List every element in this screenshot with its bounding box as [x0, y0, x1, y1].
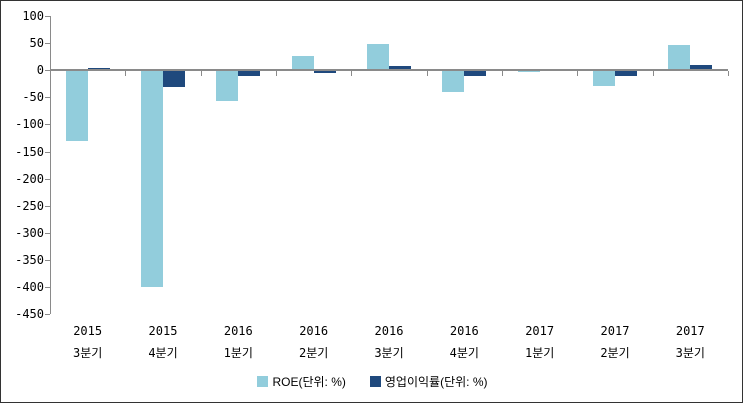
- x-axis-line: [50, 69, 728, 72]
- y-axis-tick-label: -50: [22, 90, 44, 105]
- roe-bar: [291, 56, 314, 71]
- x-axis-category-label: 2017 3분기: [675, 324, 705, 360]
- x-axis-tick: [200, 71, 202, 77]
- operating-margin-bar: [313, 70, 336, 73]
- y-axis-tick-label: -400: [15, 280, 44, 295]
- x-axis-category-label: 2015 4분기: [148, 324, 178, 360]
- x-axis-tick: [652, 71, 654, 77]
- operating-margin-bar: [464, 70, 487, 77]
- operating-margin-bar: [163, 70, 185, 87]
- y-axis-tick-label: 100: [22, 9, 44, 23]
- y-axis-tick-label: -200: [15, 171, 44, 186]
- x-axis-tick: [577, 71, 579, 77]
- roe-bar: [367, 44, 389, 71]
- y-axis-tick-label: -350: [15, 253, 44, 268]
- y-axis-tick: [45, 97, 50, 99]
- x-axis-tick: [276, 71, 277, 77]
- x-axis-category-label: 2016 4분기: [449, 324, 479, 360]
- y-axis-tick: [45, 314, 50, 316]
- legend-swatch-operating-margin: [369, 376, 381, 387]
- y-axis-tick: [45, 178, 50, 180]
- roe-bar: [668, 45, 691, 71]
- legend-swatch-roe: [257, 376, 269, 387]
- y-axis-tick: [45, 16, 50, 17]
- x-axis-category-label: 2017 1분기: [525, 324, 555, 360]
- chart-legend: ROE(단위: %) 영업이익률(단위: %): [1, 373, 742, 390]
- legend-label: 영업이익률(단위: %): [384, 375, 488, 389]
- y-axis-tick: [45, 70, 50, 72]
- x-axis-tick: [125, 71, 127, 77]
- roe-bar: [442, 70, 465, 92]
- y-axis-tick: [45, 232, 50, 234]
- x-axis-category-label: 2016 3분기: [374, 324, 404, 360]
- x-axis-tick: [502, 71, 503, 77]
- roe-bar: [593, 70, 615, 86]
- roe-bar: [216, 70, 239, 102]
- x-axis-category-label: 2015 3분기: [73, 324, 103, 360]
- y-axis-tick: [45, 205, 50, 207]
- y-axis-tick: [45, 287, 50, 289]
- y-axis-tick-label: 50: [29, 36, 44, 51]
- x-axis-tick: [728, 71, 729, 77]
- y-axis-tick-label: -100: [15, 117, 44, 132]
- legend-label: ROE(단위: %): [272, 375, 346, 389]
- x-axis-category-label: 2016 2분기: [299, 324, 329, 360]
- x-axis-tick: [351, 71, 353, 77]
- operating-margin-bar: [87, 67, 110, 71]
- y-axis-line: [50, 16, 51, 315]
- legend-item-operating-margin: 영업이익률(단위: %): [369, 373, 488, 390]
- x-axis-category-label: 2017 2분기: [600, 324, 630, 360]
- roe-bar: [65, 70, 88, 141]
- x-axis-category-label: 2016 1분기: [223, 324, 253, 360]
- y-axis-tick: [45, 260, 50, 262]
- operating-margin-bar: [690, 64, 713, 71]
- operating-margin-bar: [238, 70, 261, 76]
- operating-margin-bar: [389, 66, 411, 71]
- y-axis-tick: [45, 43, 50, 45]
- roe-bar: [141, 70, 163, 288]
- y-axis-tick-label: -450: [15, 307, 44, 322]
- legend-item-roe: ROE(단위: %): [257, 373, 346, 390]
- y-axis-tick-label: -250: [15, 198, 44, 213]
- operating-margin-bar: [615, 70, 637, 76]
- y-axis-tick-label: 0: [36, 63, 44, 78]
- roe-bar: [517, 70, 540, 73]
- x-axis-tick: [426, 71, 428, 77]
- y-axis-tick: [45, 124, 50, 126]
- y-axis-tick: [45, 151, 50, 153]
- y-axis-tick-label: -300: [15, 225, 44, 240]
- y-axis-tick-label: -150: [15, 144, 44, 159]
